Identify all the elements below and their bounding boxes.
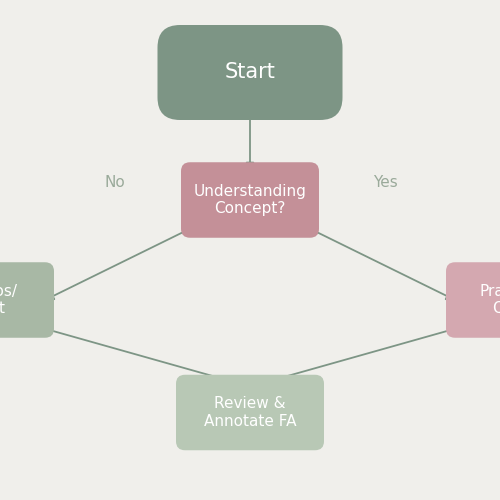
FancyBboxPatch shape bbox=[446, 262, 500, 338]
Text: Start: Start bbox=[224, 62, 276, 82]
Text: Yes: Yes bbox=[372, 175, 398, 190]
Text: Videos/
Text: Videos/ Text bbox=[0, 284, 18, 316]
FancyBboxPatch shape bbox=[158, 25, 342, 120]
Text: Understanding
Concept?: Understanding Concept? bbox=[194, 184, 306, 216]
Text: Review &
Annotate FA: Review & Annotate FA bbox=[204, 396, 296, 428]
FancyBboxPatch shape bbox=[176, 375, 324, 450]
FancyBboxPatch shape bbox=[0, 262, 54, 338]
Text: Practice
Qu...: Practice Qu... bbox=[479, 284, 500, 316]
Text: No: No bbox=[104, 175, 126, 190]
FancyBboxPatch shape bbox=[181, 162, 319, 238]
